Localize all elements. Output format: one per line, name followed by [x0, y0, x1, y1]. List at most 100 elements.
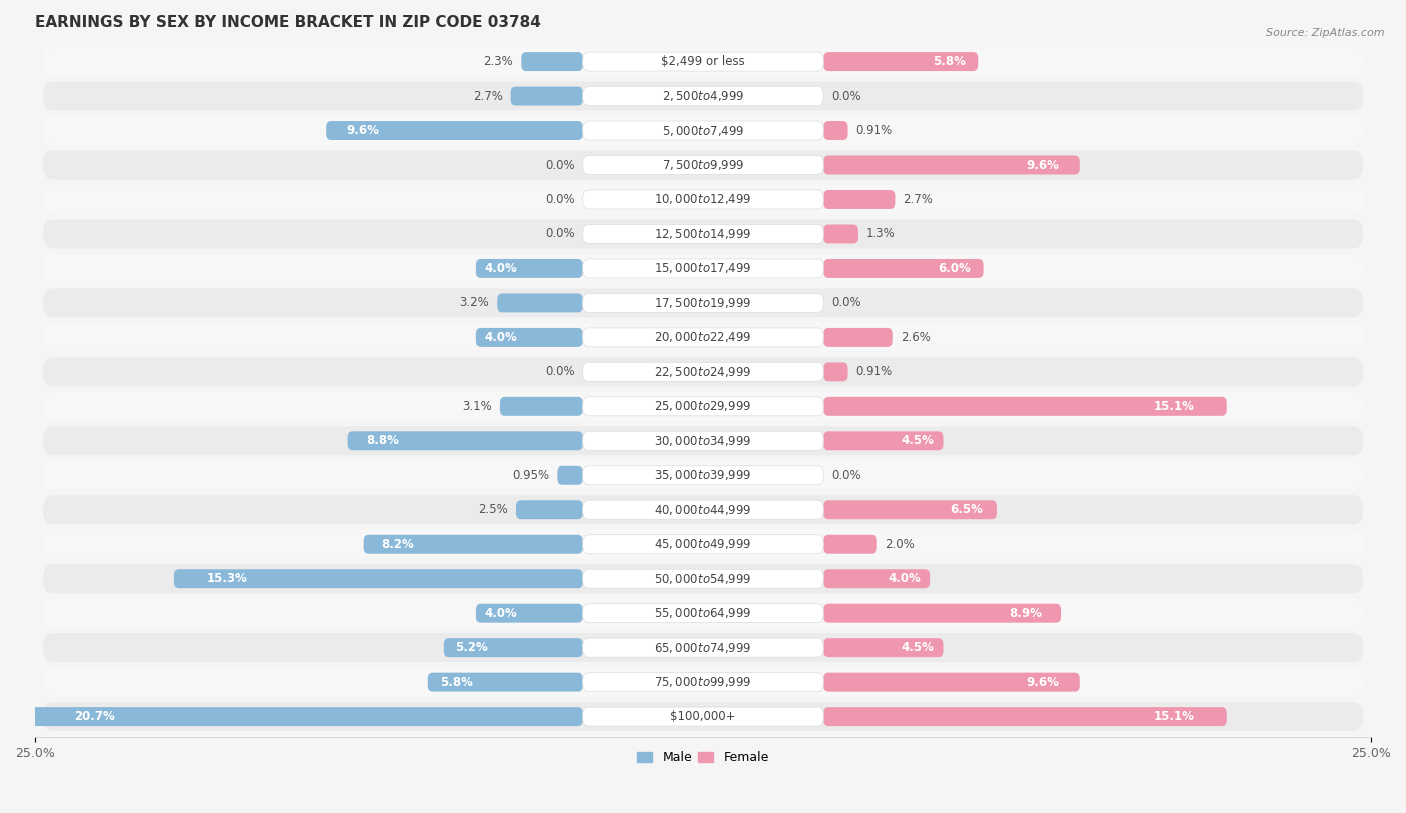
FancyBboxPatch shape — [44, 358, 1362, 386]
FancyBboxPatch shape — [44, 185, 1362, 214]
Text: 0.0%: 0.0% — [831, 89, 860, 102]
Text: 4.0%: 4.0% — [485, 331, 517, 344]
Text: 3.2%: 3.2% — [460, 297, 489, 310]
Text: 2.3%: 2.3% — [484, 55, 513, 68]
Text: $17,500 to $19,999: $17,500 to $19,999 — [654, 296, 752, 310]
FancyBboxPatch shape — [824, 190, 896, 209]
FancyBboxPatch shape — [44, 426, 1362, 455]
FancyBboxPatch shape — [44, 150, 1362, 180]
FancyBboxPatch shape — [475, 604, 582, 623]
FancyBboxPatch shape — [582, 500, 824, 520]
FancyBboxPatch shape — [824, 604, 1062, 623]
Text: $100,000+: $100,000+ — [671, 710, 735, 723]
Text: $5,000 to $7,499: $5,000 to $7,499 — [662, 124, 744, 137]
Legend: Male, Female: Male, Female — [633, 746, 773, 769]
FancyBboxPatch shape — [427, 672, 582, 692]
FancyBboxPatch shape — [824, 259, 984, 278]
Text: EARNINGS BY SEX BY INCOME BRACKET IN ZIP CODE 03784: EARNINGS BY SEX BY INCOME BRACKET IN ZIP… — [35, 15, 541, 30]
Text: $50,000 to $54,999: $50,000 to $54,999 — [654, 572, 752, 585]
FancyBboxPatch shape — [516, 500, 582, 520]
FancyBboxPatch shape — [824, 52, 979, 71]
Text: $65,000 to $74,999: $65,000 to $74,999 — [654, 641, 752, 654]
FancyBboxPatch shape — [582, 466, 824, 485]
Text: 2.7%: 2.7% — [472, 89, 502, 102]
Text: 4.0%: 4.0% — [485, 606, 517, 620]
FancyBboxPatch shape — [582, 155, 824, 175]
Text: 0.95%: 0.95% — [512, 469, 550, 482]
Text: 0.0%: 0.0% — [546, 365, 575, 378]
FancyBboxPatch shape — [44, 289, 1362, 317]
FancyBboxPatch shape — [30, 707, 582, 726]
Text: $25,000 to $29,999: $25,000 to $29,999 — [654, 399, 752, 413]
FancyBboxPatch shape — [582, 672, 824, 692]
Text: 0.0%: 0.0% — [546, 228, 575, 241]
FancyBboxPatch shape — [582, 52, 824, 71]
FancyBboxPatch shape — [44, 667, 1362, 697]
FancyBboxPatch shape — [347, 432, 582, 450]
FancyBboxPatch shape — [501, 397, 582, 415]
Text: 4.5%: 4.5% — [901, 641, 934, 654]
Text: 15.1%: 15.1% — [1153, 710, 1195, 723]
FancyBboxPatch shape — [326, 121, 582, 140]
Text: $22,500 to $24,999: $22,500 to $24,999 — [654, 365, 752, 379]
FancyBboxPatch shape — [582, 432, 824, 450]
Text: 9.6%: 9.6% — [1026, 676, 1059, 689]
FancyBboxPatch shape — [582, 535, 824, 554]
Text: 5.8%: 5.8% — [440, 676, 472, 689]
FancyBboxPatch shape — [44, 702, 1362, 731]
Text: 0.0%: 0.0% — [546, 193, 575, 206]
FancyBboxPatch shape — [824, 707, 1227, 726]
FancyBboxPatch shape — [582, 224, 824, 243]
FancyBboxPatch shape — [475, 328, 582, 347]
Text: 3.1%: 3.1% — [463, 400, 492, 413]
FancyBboxPatch shape — [44, 564, 1362, 593]
FancyBboxPatch shape — [498, 293, 582, 312]
FancyBboxPatch shape — [44, 392, 1362, 421]
FancyBboxPatch shape — [582, 569, 824, 588]
FancyBboxPatch shape — [44, 81, 1362, 111]
FancyBboxPatch shape — [824, 638, 943, 657]
Text: 20.7%: 20.7% — [75, 710, 115, 723]
Text: 0.91%: 0.91% — [856, 124, 893, 137]
FancyBboxPatch shape — [44, 323, 1362, 352]
FancyBboxPatch shape — [824, 432, 943, 450]
FancyBboxPatch shape — [824, 397, 1227, 415]
Text: 6.0%: 6.0% — [938, 262, 970, 275]
FancyBboxPatch shape — [44, 495, 1362, 524]
Text: 5.2%: 5.2% — [456, 641, 488, 654]
Text: 2.6%: 2.6% — [901, 331, 931, 344]
FancyBboxPatch shape — [582, 190, 824, 209]
FancyBboxPatch shape — [44, 47, 1362, 76]
FancyBboxPatch shape — [44, 116, 1362, 145]
Text: $30,000 to $34,999: $30,000 to $34,999 — [654, 434, 752, 448]
FancyBboxPatch shape — [475, 259, 582, 278]
FancyBboxPatch shape — [824, 500, 997, 520]
FancyBboxPatch shape — [557, 466, 582, 485]
FancyBboxPatch shape — [582, 86, 824, 106]
Text: 0.0%: 0.0% — [831, 297, 860, 310]
Text: 6.5%: 6.5% — [950, 503, 983, 516]
Text: 1.3%: 1.3% — [866, 228, 896, 241]
FancyBboxPatch shape — [582, 638, 824, 657]
Text: $2,499 or less: $2,499 or less — [661, 55, 745, 68]
FancyBboxPatch shape — [44, 633, 1362, 662]
Text: 8.8%: 8.8% — [367, 434, 399, 447]
Text: 0.91%: 0.91% — [856, 365, 893, 378]
Text: 15.1%: 15.1% — [1153, 400, 1195, 413]
Text: $45,000 to $49,999: $45,000 to $49,999 — [654, 537, 752, 551]
Text: 15.3%: 15.3% — [207, 572, 247, 585]
Text: 2.0%: 2.0% — [884, 537, 914, 550]
Text: 9.6%: 9.6% — [347, 124, 380, 137]
FancyBboxPatch shape — [582, 707, 824, 726]
Text: 8.2%: 8.2% — [381, 537, 413, 550]
FancyBboxPatch shape — [44, 254, 1362, 283]
Text: $15,000 to $17,499: $15,000 to $17,499 — [654, 262, 752, 276]
FancyBboxPatch shape — [824, 363, 848, 381]
FancyBboxPatch shape — [44, 220, 1362, 249]
Text: $2,500 to $4,999: $2,500 to $4,999 — [662, 89, 744, 103]
Text: $40,000 to $44,999: $40,000 to $44,999 — [654, 502, 752, 517]
FancyBboxPatch shape — [582, 121, 824, 140]
FancyBboxPatch shape — [364, 535, 582, 554]
Text: 0.0%: 0.0% — [831, 469, 860, 482]
FancyBboxPatch shape — [44, 598, 1362, 628]
